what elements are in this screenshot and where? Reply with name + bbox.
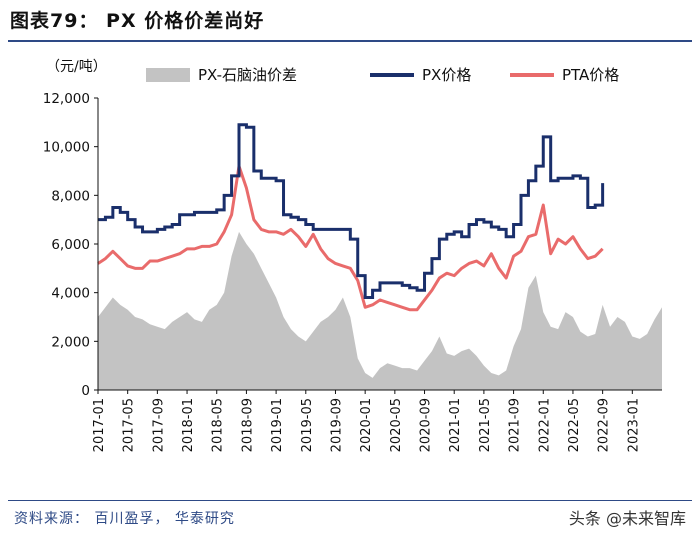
x-tick-label: 2021-01	[448, 398, 463, 452]
x-tick-label: 2022-09	[597, 398, 612, 452]
x-tick-label: 2018-01	[181, 398, 196, 452]
watermark: 头条 @未来智库	[568, 509, 686, 528]
x-tick-label: 2020-09	[419, 398, 434, 452]
y-tick-label: 6,000	[51, 237, 90, 253]
x-tick-label: 2022-01	[537, 398, 552, 452]
series-pta-line	[97, 164, 604, 312]
source-note: 资料来源： 百川盈孚， 华泰研究	[14, 511, 235, 527]
x-tick-label: 2021-09	[508, 398, 523, 452]
chart-plot: 0 2,000 4,000 6,000 8,000 10,000 12,000 2017-01…	[43, 91, 662, 452]
y-tick-label: 12,000	[43, 91, 90, 107]
legend-swatch-pta	[510, 72, 554, 77]
title-divider	[8, 40, 692, 42]
y-tick-label: 4,000	[51, 286, 90, 302]
x-tick-label: 2020-01	[359, 398, 374, 452]
x-tick-label: 2018-09	[240, 398, 255, 452]
series-px-line	[98, 123, 605, 300]
legend-label-pta: PTA价格	[562, 66, 620, 84]
x-tick-label: 2021-05	[478, 398, 493, 452]
legend-label-px: PX价格	[422, 66, 472, 84]
x-tick-label: 2017-09	[151, 398, 166, 452]
legend-item-pta: PTA价格	[510, 64, 619, 85]
legend-swatch-px	[370, 72, 414, 77]
y-tick-label: 2,000	[51, 334, 90, 350]
y-tick-label: 8,000	[51, 188, 90, 204]
legend-item-px: PX价格	[370, 64, 471, 85]
unit-label: （元/吨）	[46, 59, 107, 75]
legend-swatch-spread	[146, 67, 190, 82]
x-tick-label: 2017-01	[92, 398, 107, 452]
chart-title: 图表79： PX 价格价差尚好	[10, 10, 265, 32]
x-tick-label: 2019-01	[270, 398, 285, 452]
x-tick-label: 2017-05	[122, 398, 137, 452]
y-tick-label: 10,000	[43, 140, 90, 156]
x-tick-label: 2018-05	[211, 398, 226, 452]
series-spread-area	[98, 231, 662, 390]
x-tick-label: 2019-05	[300, 398, 315, 452]
y-tick-label: 0	[81, 383, 90, 399]
x-tick-label: 2020-05	[389, 398, 404, 452]
source-divider	[8, 500, 692, 501]
legend-label-spread: PX-石脑油价差	[198, 66, 297, 84]
x-tick-label: 2023-01	[626, 398, 641, 452]
x-tick-label: 2022-05	[567, 398, 582, 452]
x-tick-label: 2019-09	[329, 398, 344, 452]
legend-item-spread: PX-石脑油价差	[146, 64, 297, 85]
